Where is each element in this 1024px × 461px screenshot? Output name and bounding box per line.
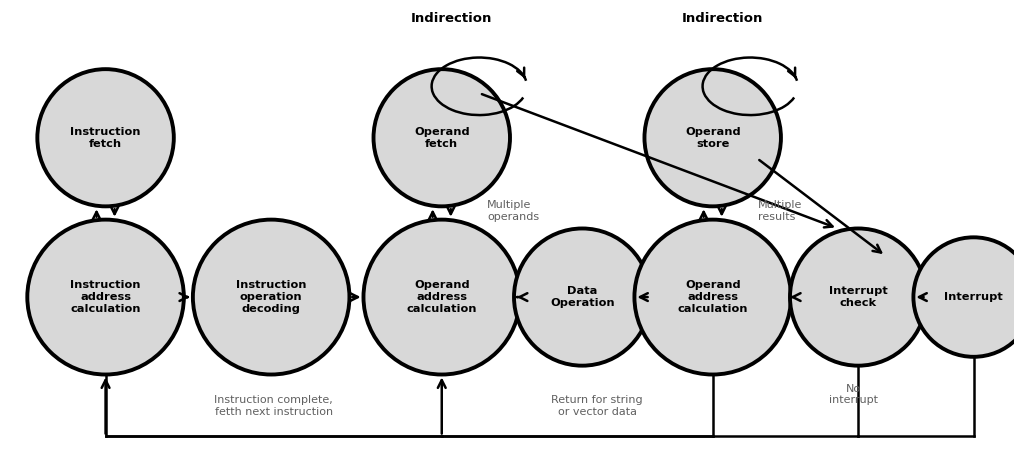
Ellipse shape xyxy=(364,219,520,374)
Ellipse shape xyxy=(37,69,174,207)
Ellipse shape xyxy=(28,219,184,374)
Text: Multiple
results: Multiple results xyxy=(758,200,802,222)
Text: Operand
address
calculation: Operand address calculation xyxy=(678,280,748,313)
Text: Indirection: Indirection xyxy=(411,12,493,25)
Text: Indirection: Indirection xyxy=(682,12,764,25)
Text: Operand
fetch: Operand fetch xyxy=(414,127,470,148)
Text: Data
Operation: Data Operation xyxy=(550,286,614,308)
Ellipse shape xyxy=(514,229,650,366)
Text: Instruction
address
calculation: Instruction address calculation xyxy=(71,280,141,313)
Text: Return for string
or vector data: Return for string or vector data xyxy=(552,395,643,417)
Text: Instruction
operation
decoding: Instruction operation decoding xyxy=(236,280,306,313)
Text: Operand
store: Operand store xyxy=(685,127,740,148)
Text: Instruction
fetch: Instruction fetch xyxy=(71,127,141,148)
Text: Interrupt
check: Interrupt check xyxy=(828,286,888,308)
Ellipse shape xyxy=(790,229,927,366)
Text: Multiple
operands: Multiple operands xyxy=(487,200,539,222)
Text: Interrupt: Interrupt xyxy=(944,292,1002,302)
Text: Operand
address
calculation: Operand address calculation xyxy=(407,280,477,313)
Text: No
interrupt: No interrupt xyxy=(828,384,878,406)
Ellipse shape xyxy=(374,69,510,207)
Text: Instruction complete,
fetth next instruction: Instruction complete, fetth next instruc… xyxy=(214,395,333,417)
Ellipse shape xyxy=(635,219,791,374)
Ellipse shape xyxy=(644,69,781,207)
Ellipse shape xyxy=(193,219,349,374)
Ellipse shape xyxy=(913,237,1024,357)
